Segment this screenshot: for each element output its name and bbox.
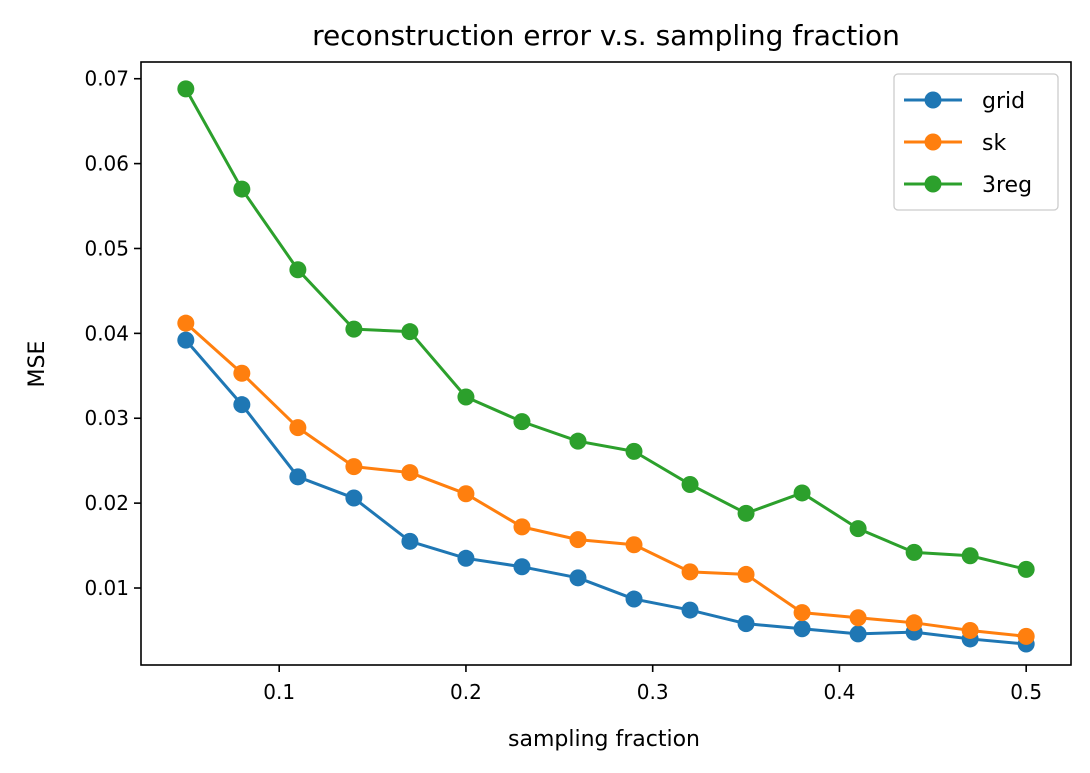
series-3reg xyxy=(177,80,1035,578)
data-point-sk xyxy=(401,464,419,482)
data-point-3reg xyxy=(233,180,251,198)
data-point-grid xyxy=(625,590,643,608)
data-point-sk xyxy=(457,485,475,503)
legend: grid sk 3reg xyxy=(893,73,1059,211)
data-point-grid xyxy=(289,468,307,486)
y-tick-label: 0.05 xyxy=(84,236,129,260)
legend-marker xyxy=(924,91,942,109)
series-sk xyxy=(177,314,1035,645)
data-point-grid xyxy=(177,331,195,349)
x-tick-label: 0.1 xyxy=(263,680,295,704)
legend-item-grid: grid xyxy=(904,89,1025,114)
series-line-sk xyxy=(184,322,1027,638)
x-tick-label: 0.3 xyxy=(637,680,669,704)
chart-title: reconstruction error v.s. sampling fract… xyxy=(312,19,900,52)
data-point-sk xyxy=(513,518,531,536)
legend-label: grid xyxy=(982,89,1025,114)
data-point-grid xyxy=(345,489,363,507)
data-point-3reg xyxy=(625,442,643,460)
data-point-3reg xyxy=(177,80,195,98)
data-point-3reg xyxy=(289,261,307,279)
y-axis-label: MSE xyxy=(25,341,50,388)
data-point-3reg xyxy=(793,484,811,502)
data-point-sk xyxy=(849,609,867,627)
x-tick-label: 0.2 xyxy=(450,680,482,704)
data-point-sk xyxy=(905,614,923,632)
series-line-3reg xyxy=(184,88,1027,571)
axes-layer: 0.1 0.2 0.3 0.4 0.5 0.01 0.02 0.03 0.04 0.05 0.06 0… xyxy=(84,67,1042,704)
legend-item-sk: sk xyxy=(904,131,1006,156)
data-point-sk xyxy=(681,563,699,581)
data-point-grid xyxy=(513,558,531,576)
data-layer xyxy=(177,80,1035,653)
legend-marker xyxy=(924,133,942,151)
x-tick-label: 0.5 xyxy=(1010,680,1042,704)
legend-entries: grid sk 3reg xyxy=(904,89,1032,198)
legend-marker xyxy=(924,175,942,193)
data-point-grid xyxy=(569,569,587,587)
legend-label: sk xyxy=(982,131,1006,156)
data-point-grid xyxy=(401,532,419,550)
x-tick-label: 0.4 xyxy=(824,680,856,704)
data-point-grid xyxy=(681,601,699,619)
y-tick-label: 0.04 xyxy=(84,321,129,345)
data-point-grid xyxy=(793,620,811,638)
data-point-3reg xyxy=(513,413,531,431)
data-point-3reg xyxy=(569,432,587,450)
data-point-3reg xyxy=(905,543,923,561)
data-point-sk xyxy=(289,419,307,437)
data-point-grid xyxy=(849,625,867,643)
data-point-3reg xyxy=(1017,560,1035,578)
data-point-3reg xyxy=(961,547,979,565)
legend-item-3reg: 3reg xyxy=(904,173,1032,198)
data-point-sk xyxy=(793,604,811,622)
data-point-sk xyxy=(233,364,251,382)
data-point-sk xyxy=(1017,627,1035,645)
y-tick-label: 0.02 xyxy=(84,491,129,515)
plot-frame xyxy=(140,61,1072,666)
data-point-3reg xyxy=(457,388,475,406)
data-point-3reg xyxy=(681,475,699,493)
data-point-3reg xyxy=(345,320,363,338)
legend-label: 3reg xyxy=(982,173,1032,198)
data-point-sk xyxy=(569,531,587,549)
data-point-sk xyxy=(345,458,363,476)
data-point-grid xyxy=(233,396,251,414)
data-point-3reg xyxy=(401,323,419,341)
data-point-3reg xyxy=(849,520,867,538)
data-point-sk xyxy=(961,621,979,639)
series-line-grid xyxy=(184,339,1027,646)
data-point-sk xyxy=(625,536,643,554)
x-axis-label: sampling fraction xyxy=(508,727,700,752)
series-grid xyxy=(177,331,1035,653)
data-point-sk xyxy=(737,565,755,583)
data-point-sk xyxy=(177,314,195,332)
y-tick-label: 0.06 xyxy=(84,152,129,176)
y-tick-label: 0.07 xyxy=(84,67,129,91)
y-tick-label: 0.01 xyxy=(84,576,129,600)
y-tick-label: 0.03 xyxy=(84,406,129,430)
data-point-grid xyxy=(457,549,475,567)
data-point-3reg xyxy=(737,504,755,522)
data-point-grid xyxy=(737,615,755,633)
